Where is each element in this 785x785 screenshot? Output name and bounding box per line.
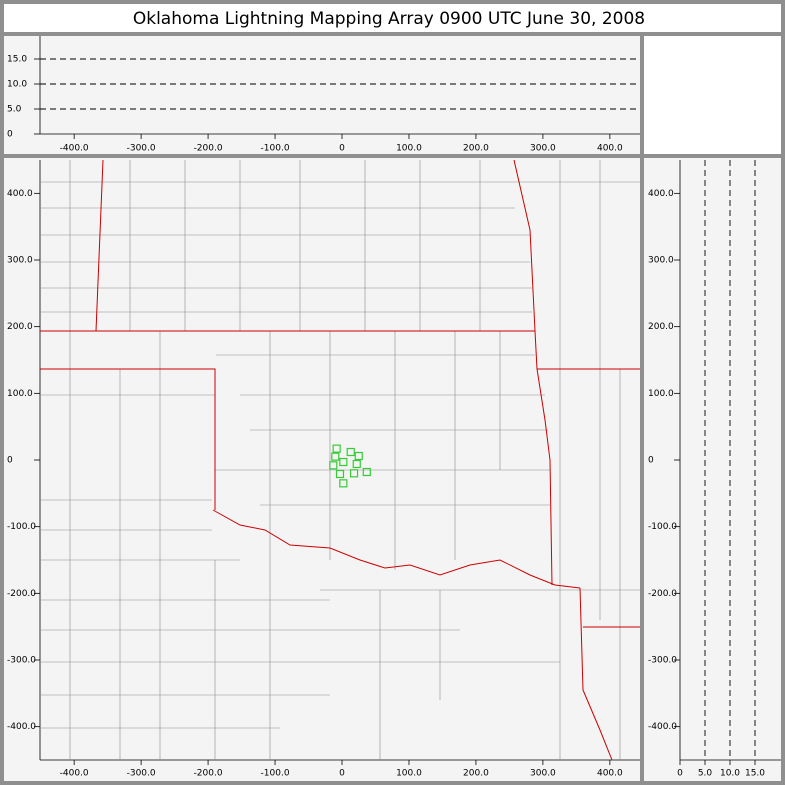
y-tick-label: 200.0: [7, 322, 33, 332]
lightning-source: [339, 457, 348, 467]
y-tick-label: -200.0: [7, 589, 36, 599]
y-tick-label: -300.0: [648, 656, 677, 666]
x-tick-label: 15.0: [745, 769, 765, 779]
x-tick-label: 300.0: [530, 144, 556, 154]
y-tick-label: 400.0: [648, 189, 674, 199]
y-tick-label: -200.0: [648, 589, 677, 599]
y-tick-label: -400.0: [648, 722, 677, 732]
y-tick-label: 200.0: [648, 322, 674, 332]
y-tick-label: 0: [648, 456, 654, 466]
y-tick-label: 100.0: [648, 389, 674, 399]
lightning-source: [332, 444, 341, 453]
x-tick-label: 0: [677, 769, 683, 779]
x-tick-label: -400.0: [60, 769, 89, 779]
x-tick-label: 400.0: [597, 769, 623, 779]
lightning-source: [352, 459, 361, 469]
y-tick-label: 300.0: [7, 256, 33, 266]
y-tick-label: -100.0: [648, 522, 677, 532]
title: Oklahoma Lightning Mapping Array 0900 UT…: [133, 9, 645, 29]
lightning-source: [339, 479, 348, 488]
x-tick-label: -300.0: [127, 769, 156, 779]
y-tick-label: 0: [7, 456, 13, 466]
county-lines: [40, 160, 640, 760]
x-tick-label: -100.0: [261, 769, 290, 779]
y-tick-label: 10.0: [7, 80, 27, 90]
y-tick-label: 300.0: [648, 256, 674, 266]
lightning-source: [335, 469, 345, 479]
x-tick-label: -200.0: [194, 144, 223, 154]
x-tick-label: 10.0: [720, 769, 740, 779]
x-tick-label: 400.0: [597, 144, 623, 154]
x-tick-label: 5.0: [698, 769, 713, 779]
title-bar: [4, 4, 781, 32]
x-tick-label: 100.0: [396, 769, 422, 779]
lightning-source: [362, 467, 371, 477]
lightning-source: [329, 461, 338, 470]
y-tick-label: -300.0: [7, 656, 36, 666]
y-tick-label: 5.0: [7, 105, 22, 115]
top-panel: [4, 36, 640, 154]
lightning-source: [346, 447, 355, 457]
x-tick-label: 300.0: [530, 769, 556, 779]
x-tick-label: -200.0: [194, 769, 223, 779]
x-tick-label: 100.0: [396, 144, 422, 154]
lightning-source: [354, 451, 363, 461]
x-tick-label: 0: [339, 769, 345, 779]
y-tick-label: 100.0: [7, 389, 33, 399]
y-tick-label: -100.0: [7, 522, 36, 532]
x-tick-label: 200.0: [463, 769, 489, 779]
x-tick-label: -300.0: [127, 144, 156, 154]
y-tick-label: -400.0: [7, 722, 36, 732]
corner-panel: [644, 36, 781, 154]
lightning-source: [349, 469, 359, 478]
state-borders: [40, 159, 640, 761]
x-tick-label: -400.0: [60, 144, 89, 154]
y-tick-label: 400.0: [7, 189, 33, 199]
side-panel: [644, 158, 781, 781]
lightning-source: [331, 452, 340, 461]
x-tick-label: -100.0: [261, 144, 290, 154]
x-tick-label: 200.0: [463, 144, 489, 154]
y-tick-label: 0: [7, 130, 13, 140]
y-tick-label: 15.0: [7, 55, 27, 65]
x-tick-label: 0: [339, 144, 345, 154]
